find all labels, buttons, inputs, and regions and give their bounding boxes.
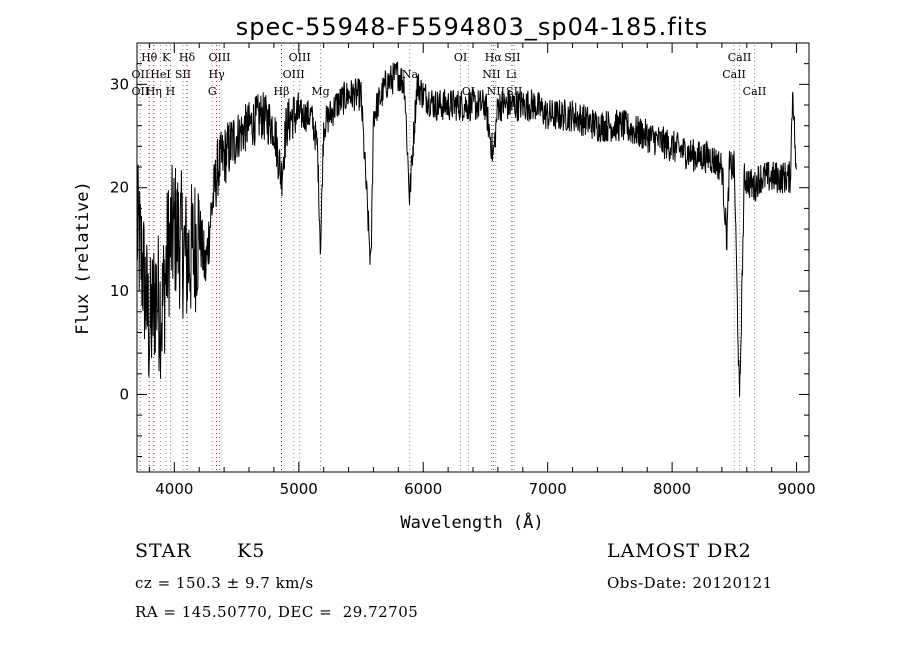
y-tick-label: 30 [110,75,129,93]
line-label: OI [454,51,467,64]
line-label: OIII [289,51,311,64]
y-tick-label: 20 [110,179,129,197]
line-label: SII [175,68,191,81]
line-label: Na [402,68,419,81]
line-label: OII [132,85,150,98]
line-label: HeI [150,68,170,81]
line-label: NII [482,68,500,81]
x-tick-label: 4000 [155,480,193,498]
x-tick-label: 7000 [529,480,567,498]
plot-frame [136,42,810,473]
line-label: CaII [728,51,752,64]
object-class: STAR [135,540,192,562]
spectrum-line [136,61,797,397]
line-label: CaII [722,68,746,81]
line-label: K [162,51,171,64]
line-label: SII [504,51,520,64]
line-label: Hα [485,51,503,64]
y-tick-label: 0 [119,385,129,403]
x-tick-label: 9000 [777,480,815,498]
line-label: G [208,85,217,98]
line-label: Mg [311,85,329,98]
line-label: Hθ [141,51,158,64]
survey-name: LAMOST DR2 [607,540,752,562]
line-label: Li [506,68,517,81]
line-label: Hδ [179,51,196,64]
x-tick-label: 5000 [280,480,318,498]
object-subclass: K5 [237,540,266,562]
x-axis-ticks: 4000 5000 6000 7000 8000 9000 [148,43,816,498]
redshift-text: cz = 150.3 ± 9.7 km/s [135,574,314,592]
y-tick-label: 10 [110,282,129,300]
y-axis-ticks: 0 10 20 30 [110,42,809,457]
line-label: OIII [283,68,305,81]
line-label: CaII [743,85,767,98]
line-label: H [166,85,176,98]
coordinates-text: RA = 145.50770, DEC = 29.72705 [135,603,419,621]
x-tick-label: 8000 [653,480,691,498]
line-label: OII [132,68,150,81]
line-label: Hβ [274,85,290,98]
x-axis-label: Wavelength (Å) [400,511,543,533]
x-tick-label: 6000 [404,480,442,498]
line-label: Hη [146,85,162,98]
line-label: OIII [208,51,230,64]
obs-date-text: Obs-Date: 20120121 [607,574,773,592]
line-label: Hγ [209,68,226,81]
y-axis-label: Flux (relative) [73,181,93,335]
chart-title: spec-55948-F5594803_sp04-185.fits [236,13,708,41]
